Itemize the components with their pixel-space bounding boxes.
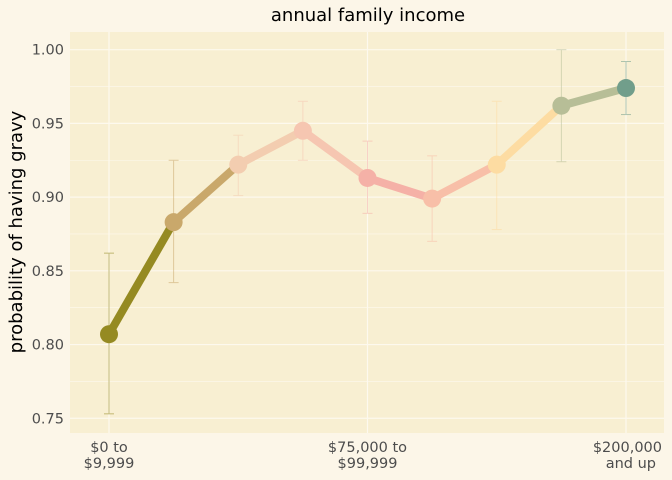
chart-title: annual family income [271, 5, 465, 26]
data-point [423, 189, 442, 208]
line-segment [300, 127, 370, 182]
data-point [487, 155, 506, 174]
x-tick-label-line: $75,000 to [328, 440, 407, 456]
x-tick-label-line: $200,000 [593, 440, 662, 456]
y-axis-label: probability of having gravy [6, 110, 27, 353]
x-tick-label-line: and up [606, 456, 656, 472]
x-axis-ticks: $0 to $9,999 $75,000 to $99,999 $200,000 and … [84, 440, 662, 472]
data-point [293, 121, 312, 140]
data-points [100, 79, 635, 344]
data-point [229, 155, 248, 174]
line-segments [105, 84, 628, 337]
line-segment [560, 84, 628, 110]
x-tick-label-line: $0 to [90, 440, 128, 456]
line-segment [494, 102, 565, 168]
x-tick-label-line: $9,999 [84, 456, 135, 472]
y-tick-label: 0.75 [32, 411, 64, 427]
x-tick-label-line: $99,999 [338, 456, 398, 472]
y-tick-label: 1.00 [32, 43, 64, 59]
line-segment [170, 161, 241, 226]
data-point [358, 168, 377, 187]
line-segment [430, 161, 499, 203]
x-tick-label: $75,000 to $99,999 [328, 440, 407, 472]
y-tick-label: 0.90 [32, 190, 64, 206]
x-tick-label: $200,000 and up [593, 440, 662, 472]
data-point [100, 325, 118, 344]
x-tick-label: $0 to $9,999 [84, 440, 135, 472]
y-tick-label: 0.95 [32, 116, 64, 132]
line-segment [105, 220, 178, 337]
y-axis-ticks: 0.75 0.80 0.85 0.90 0.95 1.00 [32, 43, 64, 428]
data-point [617, 79, 635, 98]
line-segment [236, 127, 305, 169]
y-tick-label: 0.80 [32, 338, 64, 354]
data-point [552, 96, 571, 115]
data-point [164, 213, 183, 232]
y-tick-label: 0.85 [32, 264, 64, 280]
line-segment [366, 174, 434, 203]
